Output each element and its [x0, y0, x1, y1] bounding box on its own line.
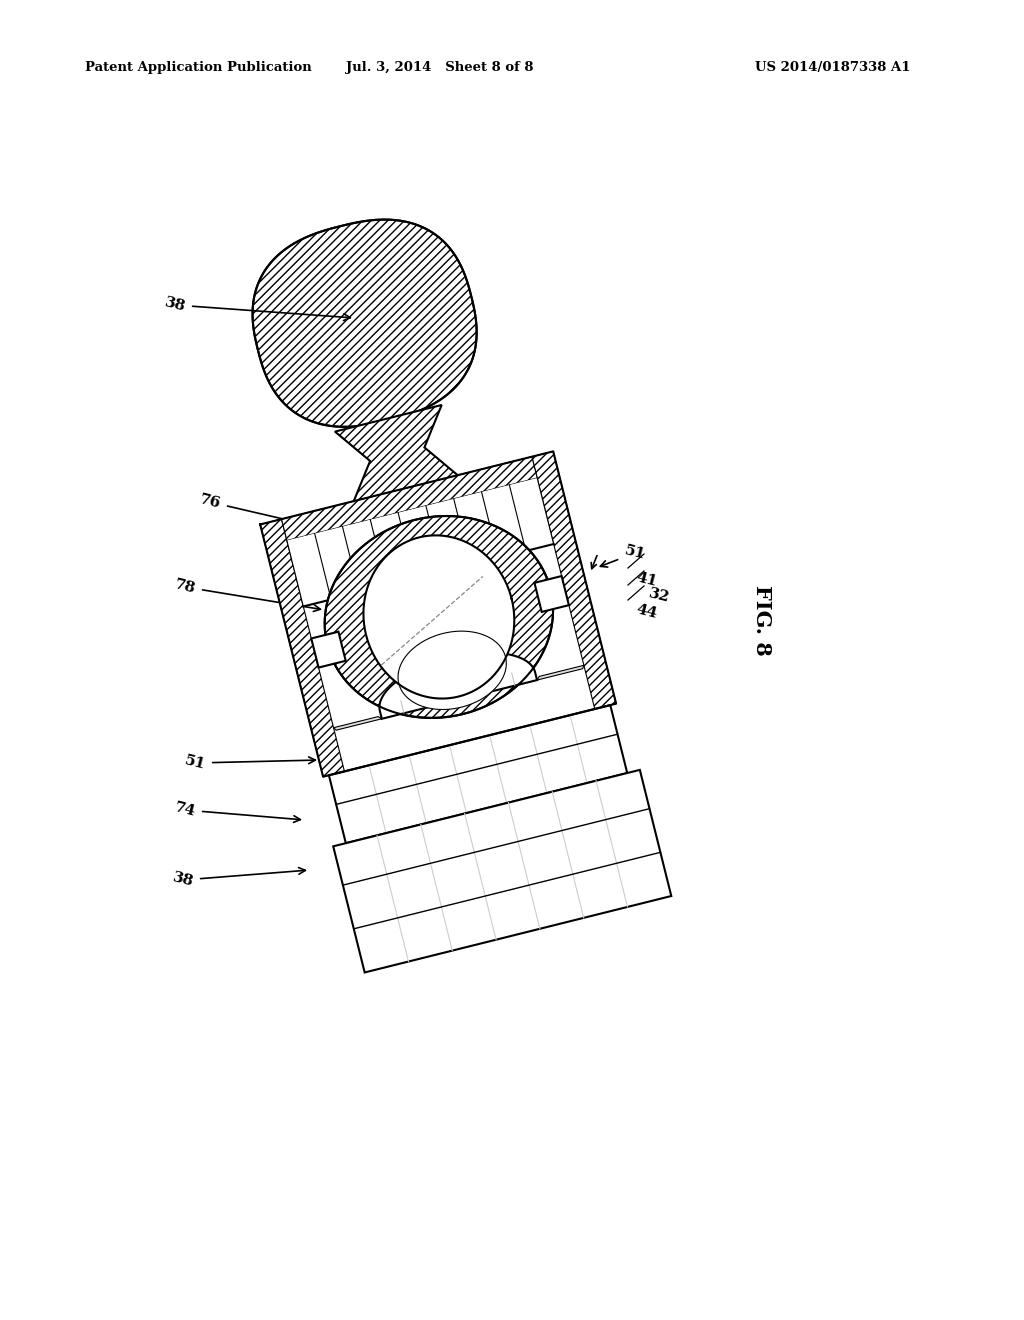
- Text: 32: 32: [647, 586, 671, 606]
- Text: 38: 38: [163, 296, 350, 321]
- Polygon shape: [537, 665, 584, 680]
- Text: 51: 51: [600, 544, 647, 568]
- Text: 78: 78: [173, 578, 321, 611]
- Bar: [282, 457, 538, 540]
- Text: 74: 74: [173, 801, 300, 822]
- Polygon shape: [325, 516, 553, 718]
- Text: Patent Application Publication: Patent Application Publication: [85, 62, 311, 74]
- Text: 38: 38: [171, 867, 305, 890]
- Text: 51: 51: [183, 754, 315, 772]
- Text: US 2014/0187338 A1: US 2014/0187338 A1: [755, 62, 910, 74]
- Bar: [260, 519, 344, 776]
- Polygon shape: [398, 652, 506, 710]
- Text: 44: 44: [635, 603, 659, 622]
- Polygon shape: [380, 652, 537, 719]
- Text: FIG. 8: FIG. 8: [752, 585, 772, 655]
- Bar: [287, 478, 554, 606]
- Polygon shape: [364, 536, 514, 698]
- Bar: [333, 770, 672, 973]
- Bar: [329, 705, 628, 843]
- Polygon shape: [334, 717, 382, 730]
- Bar: [311, 632, 346, 668]
- Bar: [531, 451, 616, 709]
- Text: 76: 76: [198, 492, 317, 529]
- Text: Jul. 3, 2014   Sheet 8 of 8: Jul. 3, 2014 Sheet 8 of 8: [346, 62, 534, 74]
- Bar: [535, 576, 569, 612]
- Polygon shape: [335, 405, 460, 503]
- Text: 41: 41: [635, 570, 659, 589]
- Polygon shape: [253, 219, 476, 426]
